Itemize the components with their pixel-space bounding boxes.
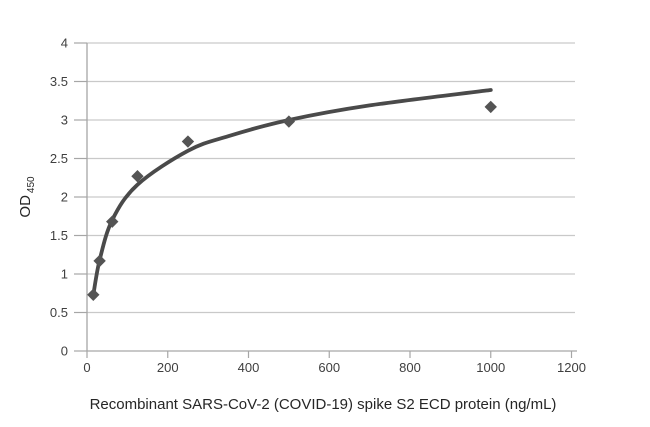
x-axis-tick-labels: 0 200 400 600 800 1000 1200 [83, 360, 586, 375]
y-tick-label: 1.5 [50, 228, 68, 243]
y-tick-label: 3.5 [50, 74, 68, 89]
x-tick-label: 600 [318, 360, 340, 375]
data-point-diamond [181, 135, 195, 148]
data-point-markers [87, 100, 497, 301]
data-point-diamond [93, 254, 106, 268]
x-tick-label: 1200 [557, 360, 586, 375]
fitted-curve-line [91, 88, 493, 297]
y-axis-title: OD 450 [17, 176, 37, 218]
y-tick-label: 3 [61, 113, 68, 128]
y-axis-title-main: OD [17, 195, 34, 218]
y-tick-label: 1 [61, 267, 68, 282]
data-point-diamond [484, 100, 497, 114]
y-tick-label: 2 [61, 190, 68, 205]
axis-lines [86, 43, 577, 352]
x-tick-label: 0 [83, 360, 90, 375]
data-point-diamond [87, 288, 100, 301]
y-tick-label: 4 [61, 36, 68, 51]
y-axis-tick-labels: 0 0.5 1 1.5 2 2.5 3 3.5 4 [50, 36, 68, 359]
x-axis-title: Recombinant SARS-CoV-2 (COVID-19) spike … [90, 396, 557, 413]
x-tick-label: 400 [238, 360, 260, 375]
axis-ticks [74, 42, 573, 358]
gridlines [87, 42, 575, 314]
x-tick-label: 1000 [476, 360, 505, 375]
data-point-diamond [282, 115, 296, 128]
y-axis-title-subscript: 450 [26, 176, 37, 193]
x-tick-label: 800 [399, 360, 421, 375]
data-point-diamond [106, 215, 119, 228]
x-tick-label: 200 [157, 360, 179, 375]
y-tick-label: 0 [61, 344, 68, 359]
y-tick-label: 0.5 [50, 305, 68, 320]
data-point-diamond [131, 170, 144, 183]
y-tick-label: 2.5 [50, 151, 68, 166]
